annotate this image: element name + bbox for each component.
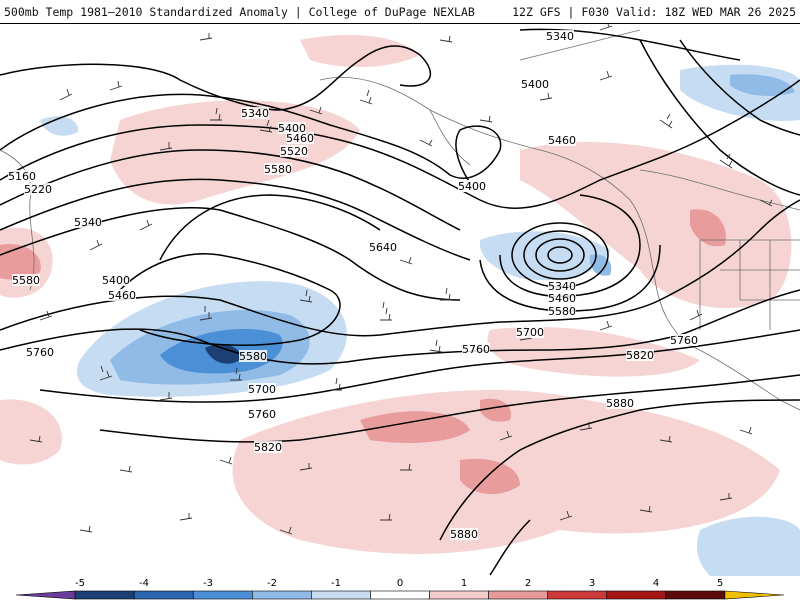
colorbar-segment [133,590,194,600]
contour-label-bg [74,216,102,228]
contour-label: 5340 [74,216,102,229]
contour-label: 5760 [462,343,490,356]
colorbar-segment [488,590,548,600]
contour-label-bg [12,274,40,286]
colorbar-segment [429,590,489,600]
contour-label: 5340 [548,280,576,293]
contour-label-bg [286,132,314,144]
contour-label-bg [450,528,478,540]
contour-label-bg [548,134,576,146]
colorbar-segment [370,590,430,600]
contour-label: 5580 [12,274,40,287]
colorbar-tick-label: 3 [589,578,595,589]
colorbar-segment [74,590,135,600]
contour-label: 5220 [24,183,52,196]
contour-label-bg [626,349,654,361]
contour-label: 5340 [241,107,269,120]
contour-label-bg [8,170,36,182]
contour-label-bg [670,334,698,346]
colorbar-segment [606,590,667,600]
colorbar-tick-label: 0 [397,578,403,589]
colorbar-segment [311,590,371,600]
contour-label-bg [521,78,549,90]
colorbar-tick-label: 2 [525,578,531,589]
contour-label-bg [548,280,576,292]
contour-label: 5340 [546,30,574,43]
contour-label: 5760 [670,334,698,347]
strong-positive-anomaly-shading [0,209,726,495]
contour-label-bg [241,107,269,119]
contour-label: 5760 [26,346,54,359]
contour-label-bg [546,30,574,42]
colorbar-segments [15,590,785,600]
contour-label: 5640 [369,241,397,254]
contour-label: 5580 [264,163,292,176]
contour-label: 5460 [548,134,576,147]
map-header: 500mb Temp 1981–2010 Standardized Anomal… [0,0,800,24]
colorbar-tick-label: -2 [267,578,277,589]
colorbar-segment [192,590,253,600]
colorbar-ticks: -5 -4 -3 -2 -1 0 1 2 3 4 5 [75,578,723,589]
contour-label: 5580 [239,350,267,363]
contour-label-bg [458,180,486,192]
contour-label-bg [516,326,544,338]
contour-label: 5520 [280,145,308,158]
contour-label: 5460 [108,289,136,302]
contour-label-bg [462,343,490,355]
contour-label: 5460 [548,292,576,305]
contour-label: 5400 [102,274,130,287]
contour-label: 5400 [458,180,486,193]
wind-barbs [29,24,773,535]
weather-map: 5340540054005340540054605520558051605220… [0,24,800,576]
colorbar-tick-label: 4 [653,578,659,589]
colorbar-tick-label: -1 [331,578,341,589]
contour-label-bg [278,122,306,134]
run-info: 12Z GFS | F030 Valid: 18Z WED MAR 26 202… [512,5,796,19]
map-title: 500mb Temp 1981–2010 Standardized Anomal… [4,5,475,19]
contour-label: 5460 [286,132,314,145]
contour-label-bg [24,183,52,195]
colorbar-segment [547,590,608,600]
contour-label: 5760 [248,408,276,421]
contour-label: 5820 [626,349,654,362]
colorbar-svg: -5 -4 -3 -2 -1 0 1 2 3 4 5 [15,578,785,600]
contour-label: 5880 [450,528,478,541]
colorbar-segment [724,590,785,600]
contour-label: 5400 [278,122,306,135]
contour-labels: 5340540054005340540054605520558051605220… [8,30,698,541]
contour-label-bg [254,441,282,453]
contour-label: 5820 [254,441,282,454]
contour-label: 5880 [606,397,634,410]
contour-label-bg [369,241,397,253]
negative-anomaly-shading [40,64,800,576]
contour-label-bg [102,274,130,286]
contour-label-bg [239,350,267,362]
contour-label-bg [606,397,634,409]
contour-label: 5160 [8,170,36,183]
colorbar-tick-label: -5 [75,578,85,589]
colorbar-tick-label: -4 [139,578,149,589]
colorbar-tick-label: 1 [461,578,467,589]
contour-label-bg [26,346,54,358]
contour-label-bg [280,145,308,157]
colorbar-segment [15,590,76,600]
contour-label-bg [248,408,276,420]
contour-label-bg [548,292,576,304]
contour-label: 5400 [521,78,549,91]
contour-label-bg [548,305,576,317]
colorbar-tick-label: 5 [717,578,723,589]
contour-label: 5700 [248,383,276,396]
contour-label-bg [248,383,276,395]
anomaly-colorbar: -5 -4 -3 -2 -1 0 1 2 3 4 5 [0,576,800,600]
contour-label-bg [108,289,136,301]
height-contours [0,28,800,576]
contour-label-bg [264,163,292,175]
colorbar-segment [252,590,312,600]
contour-label: 5700 [516,326,544,339]
colorbar-tick-label: -3 [203,578,213,589]
colorbar-segment [665,590,726,600]
contour-label: 5580 [548,305,576,318]
